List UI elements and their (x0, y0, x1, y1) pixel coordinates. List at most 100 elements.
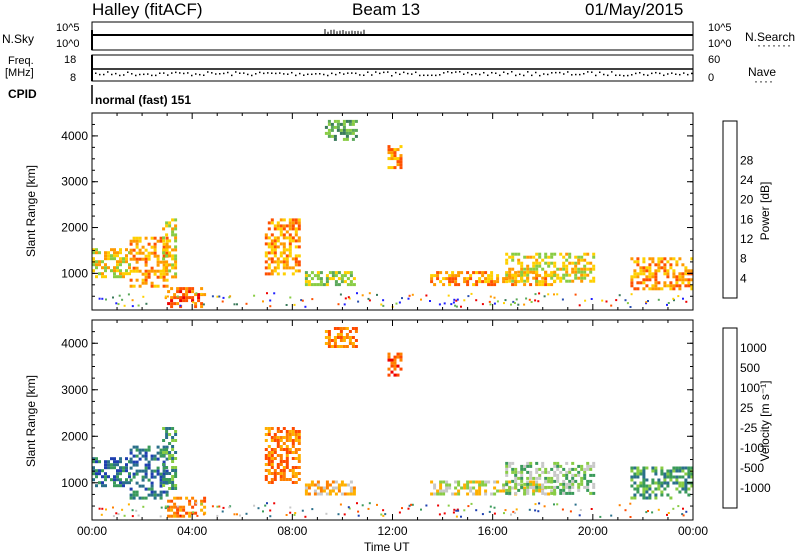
power-echo-cell (279, 230, 283, 234)
power-echo-cell (556, 267, 560, 271)
velocity-echo-cell (294, 481, 298, 484)
power-echo-cell (544, 277, 548, 281)
velocity-echo-cell (144, 496, 148, 500)
power-echo-cell (313, 274, 317, 278)
power-echo-cell (481, 280, 485, 284)
power-echo-cell (119, 248, 122, 252)
power-echo-cell (162, 251, 166, 255)
velocity-echo-cell (529, 482, 533, 486)
power-echo-cell (472, 271, 476, 275)
power-speckle (645, 302, 647, 305)
velocity-echo-cell (396, 364, 400, 368)
power-echo-cell (592, 252, 596, 256)
velocity-echo-cell (185, 496, 189, 500)
power-echo-cell (393, 166, 397, 170)
power-speckle (344, 297, 347, 300)
velocity-echo-cell (153, 454, 157, 458)
velocity-echo-cell (339, 327, 343, 330)
velocity-speckle (534, 509, 537, 512)
power-echo-cell (529, 255, 533, 259)
power-echo-cell (165, 245, 169, 249)
power-echo-cell (583, 258, 587, 262)
power-echo-cell (174, 275, 178, 279)
velocity-echo-cell (538, 483, 542, 487)
power-speckle (456, 298, 459, 301)
velocity-echo-cell (144, 475, 148, 479)
velocity-echo-cell (337, 483, 341, 487)
power-echo-cell (122, 260, 125, 264)
velocity-echo-cell (310, 480, 314, 484)
power-echo-cell (132, 248, 136, 252)
power-echo-cell (162, 284, 166, 288)
velocity-echo-cell (297, 457, 301, 460)
velocity-echo-cell (454, 486, 458, 490)
velocity-ytick-label: 2000 (61, 429, 88, 443)
power-speckle (429, 300, 431, 302)
velocity-echo-cell (541, 489, 545, 493)
velocity-echo-cell (586, 461, 590, 465)
velocity-echo-cell (399, 355, 403, 359)
velocity-echo-cell (104, 460, 107, 464)
velocity-echo-cell (264, 433, 268, 436)
velocity-echo-cell (639, 493, 643, 497)
velocity-echo-cell (657, 478, 661, 482)
power-echo-cell (165, 260, 169, 264)
velocity-echo-cell (523, 482, 527, 486)
velocity-echo-cell (633, 496, 637, 500)
velocity-echo-cell (529, 464, 533, 468)
velocity-echo-cell (282, 466, 286, 469)
power-echo-cell (288, 254, 292, 258)
power-echo-cell (430, 274, 434, 278)
power-echo-cell (128, 251, 131, 255)
power-echo-cell (502, 277, 506, 281)
velocity-speckle (590, 508, 593, 510)
power-echo-cell (642, 260, 646, 264)
nave-dot (515, 74, 517, 77)
power-ytick-label: 3000 (61, 175, 88, 189)
power-echo-cell (288, 227, 292, 231)
velocity-echo-cell (107, 475, 110, 479)
power-echo-cell (285, 263, 289, 267)
power-echo-cell (562, 261, 566, 265)
velocity-echo-cell (669, 496, 673, 500)
velocity-echo-cell (176, 514, 180, 518)
velocity-echo-cell (520, 464, 524, 468)
power-echo-cell (294, 233, 298, 237)
power-echo-cell (297, 224, 301, 228)
power-echo-cell (675, 275, 679, 279)
velocity-echo-cell (288, 430, 292, 433)
velocity-echo-cell (648, 496, 652, 500)
velocity-echo-cell (445, 480, 449, 484)
power-echo-cell (291, 239, 295, 243)
power-echo-cell (430, 280, 434, 284)
power-echo-cell (288, 266, 292, 270)
velocity-echo-cell (589, 491, 593, 495)
velocity-speckle (398, 511, 401, 514)
nave-dot (599, 71, 601, 74)
velocity-echo-cell (675, 487, 679, 491)
power-echo-cell (98, 272, 101, 276)
power-speckle (343, 303, 346, 306)
velocity-echo-cell (466, 486, 470, 490)
velocity-echo-cell (532, 485, 536, 489)
velocity-echo-cell (439, 486, 443, 490)
nave-dot (543, 73, 545, 75)
nave-dot (487, 74, 489, 77)
power-echo-cell (589, 270, 593, 274)
power-echo-cell (327, 119, 331, 123)
velocity-echo-cell (523, 491, 527, 495)
power-echo-cell (288, 233, 292, 237)
power-echo-cell (324, 131, 328, 135)
power-echo-cell (270, 269, 274, 273)
velocity-echo-cell (690, 466, 694, 470)
power-echo-cell (562, 255, 566, 259)
velocity-echo-cell (279, 460, 283, 463)
power-echo-cell (119, 269, 122, 273)
power-echo-cell (282, 272, 286, 276)
power-echo-cell (463, 280, 467, 284)
velocity-speckle (368, 502, 371, 505)
power-echo-cell (92, 257, 95, 261)
velocity-echo-cell (630, 478, 634, 482)
power-echo-cell (514, 273, 518, 277)
power-speckle (101, 297, 104, 300)
